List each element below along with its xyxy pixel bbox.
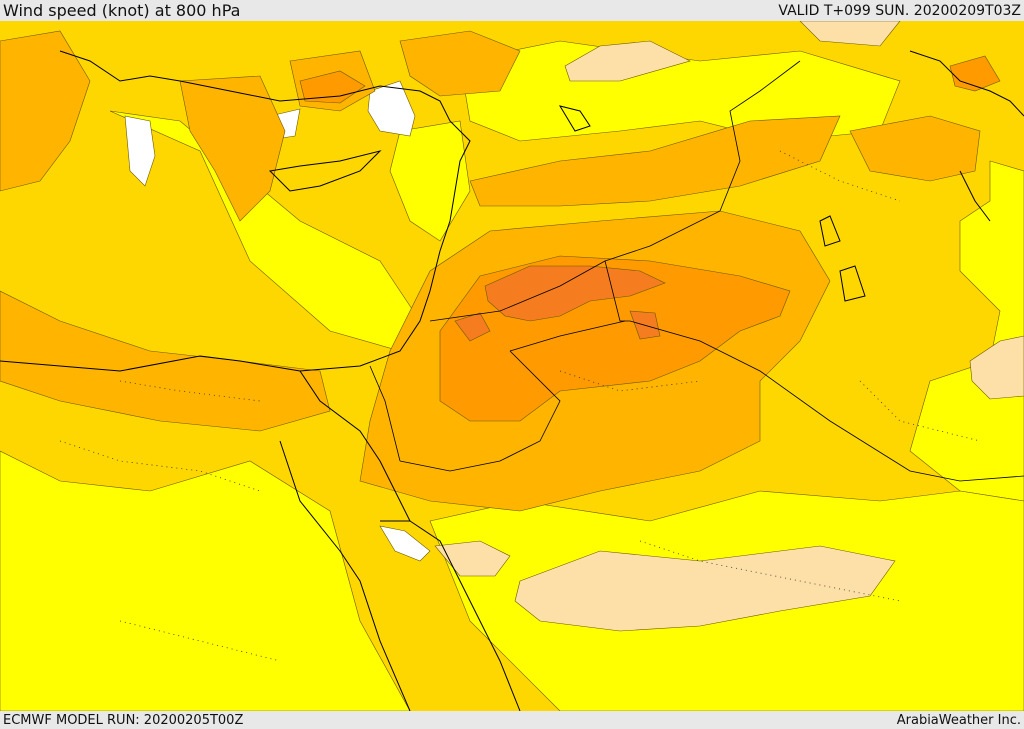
model-run-label: ECMWF MODEL RUN: 20200205T00Z	[3, 713, 244, 728]
valid-time: VALID T+099 SUN. 20200209T03Z	[778, 3, 1021, 19]
contour-yellow-levant	[389, 120, 471, 242]
coastlines	[0, 50, 1024, 711]
contour-yellow-south	[0, 450, 411, 711]
contour-yellow-east	[909, 160, 1024, 502]
contour-amber-syria	[469, 115, 841, 207]
contour-amber-turkey-2	[399, 30, 521, 97]
contour-pale-north	[564, 40, 691, 82]
header-bar	[0, 0, 1024, 21]
contour-darkorange-2	[454, 312, 491, 342]
wind-speed-map	[0, 21, 1024, 711]
contour-pale-ne	[799, 21, 901, 47]
contour-orange-n	[299, 70, 366, 104]
credit-label: ArabiaWeather Inc.	[896, 713, 1021, 728]
map-title: Wind speed (knot) at 800 hPa	[3, 1, 241, 20]
contour-white-2	[367, 80, 416, 137]
contour-pale-arabia	[514, 545, 896, 632]
contour-darkorange-1	[484, 265, 666, 322]
contour-white-4	[379, 525, 431, 562]
contour-pale-redsea	[434, 540, 511, 577]
contour-pale-east	[969, 335, 1024, 400]
contour-amber-west	[0, 30, 91, 192]
contour-amber-iran	[849, 115, 981, 182]
province-boundaries	[59, 150, 981, 662]
footer-bar	[0, 711, 1024, 729]
contour-amber-turkey-1	[179, 75, 286, 222]
country-borders	[369, 60, 1024, 482]
contour-amber-med-south	[0, 290, 331, 432]
contour-white-1	[124, 115, 156, 187]
